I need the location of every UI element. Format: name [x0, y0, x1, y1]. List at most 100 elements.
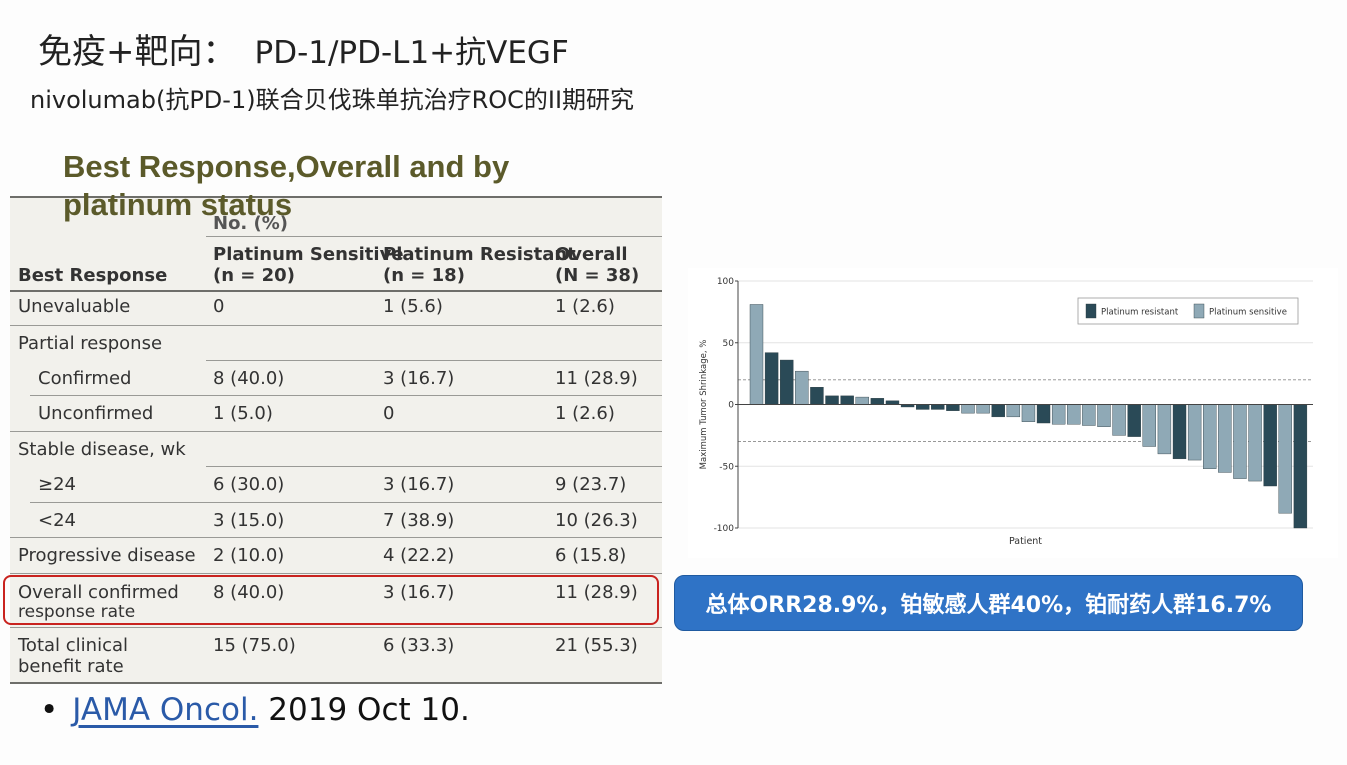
row-label: Total clinical	[18, 635, 128, 656]
cell-resistant: 3 (16.7)	[383, 368, 454, 389]
slide-title-en: PD-1/PD-L1+抗VEGF	[255, 35, 569, 71]
y-tick-label: -50	[719, 462, 734, 472]
col-header-overall: Overall	[555, 244, 628, 265]
row-rule	[10, 537, 662, 538]
bar	[1007, 405, 1020, 417]
y-tick-label: 0	[728, 401, 734, 411]
bar	[856, 397, 869, 404]
bar	[992, 405, 1005, 417]
legend-label-resistant: Platinum resistant	[1101, 308, 1179, 318]
col-header-resistant-n: (n = 18)	[383, 265, 465, 286]
row-rule	[206, 360, 662, 361]
citation: • JAMA Oncol. 2019 Oct 10.	[40, 692, 470, 728]
row-rule	[206, 466, 662, 467]
cell-resistant: 6 (33.3)	[383, 635, 454, 656]
y-tick-label: 100	[717, 277, 734, 287]
bar	[962, 405, 975, 414]
slide-title-cn: 免疫+靶向：	[38, 32, 237, 72]
cell-overall: 11 (28.9)	[555, 368, 638, 389]
bar	[810, 387, 823, 404]
y-axis-label: Maximum Tumor Shrinkage, %	[699, 340, 709, 470]
bar	[841, 396, 854, 405]
bullet: •	[40, 692, 58, 728]
col-header-sensitive-n: (n = 20)	[213, 265, 295, 286]
citation-date: 2019 Oct 10.	[258, 692, 469, 728]
bar	[1188, 405, 1201, 461]
bar	[1279, 405, 1292, 514]
cell-overall: 9 (23.7)	[555, 474, 626, 495]
table-heading: Best Response,Overall and by platinum st…	[63, 148, 623, 224]
bar	[1203, 405, 1216, 469]
highlight-overall-response-box	[3, 575, 659, 625]
slide-title: 免疫+靶向： PD-1/PD-L1+抗VEGF	[38, 24, 569, 73]
col-header-best-response: Best Response	[18, 265, 167, 286]
cell-sensitive: 6 (30.0)	[213, 474, 284, 495]
bar	[1128, 405, 1141, 437]
waterfall-chart: 100 50 0 -50 -100 Patient Maximum Tumor Shrink…	[688, 268, 1338, 558]
bar	[1173, 405, 1186, 459]
orr-summary-box: 总体ORR28.9%，铂敏感人群40%，铂耐药人群16.7%	[674, 575, 1303, 631]
bar	[1294, 405, 1307, 529]
row-label: Stable disease, wk	[18, 439, 186, 460]
header-bottom-rule	[10, 290, 662, 292]
bar	[871, 398, 884, 404]
bar	[780, 360, 793, 404]
row-label: Unevaluable	[18, 296, 130, 317]
bar	[826, 396, 839, 405]
bar	[1097, 405, 1110, 427]
y-tick-label: 50	[723, 339, 735, 349]
journal-link[interactable]: JAMA Oncol.	[72, 692, 258, 728]
bar	[765, 353, 778, 405]
bar	[1249, 405, 1262, 482]
cell-overall: 1 (2.6)	[555, 296, 615, 317]
cell-sensitive: 15 (75.0)	[213, 635, 296, 656]
bar	[946, 405, 959, 411]
bar	[977, 405, 990, 414]
cell-overall: 6 (15.8)	[555, 545, 626, 566]
row-rule	[30, 502, 662, 503]
row-rule	[30, 395, 662, 396]
bar	[1264, 405, 1277, 487]
bar	[1233, 405, 1246, 479]
header-subrule	[206, 236, 662, 237]
row-rule	[10, 627, 662, 628]
bar	[1022, 405, 1035, 422]
bar	[916, 405, 929, 410]
bar	[1113, 405, 1126, 436]
row-label: Unconfirmed	[38, 403, 153, 424]
cell-overall: 1 (2.6)	[555, 403, 615, 424]
bar	[931, 405, 944, 410]
cell-resistant: 7 (38.9)	[383, 510, 454, 531]
cell-overall: 21 (55.3)	[555, 635, 638, 656]
cell-resistant: 4 (22.2)	[383, 545, 454, 566]
row-label: ≥24	[38, 474, 76, 495]
bar	[795, 371, 808, 404]
cell-sensitive: 3 (15.0)	[213, 510, 284, 531]
cell-overall: 10 (26.3)	[555, 510, 638, 531]
cell-sensitive: 2 (10.0)	[213, 545, 284, 566]
cell-sensitive: 0	[213, 296, 224, 317]
legend-layer: Platinum resistant Platinum sensitive	[1078, 298, 1298, 324]
bars-layer	[750, 304, 1307, 528]
slide-subtitle: nivolumab(抗PD-1)联合贝伐珠单抗治疗ROC的II期研究	[30, 80, 634, 115]
row-rule	[10, 325, 662, 326]
legend-swatch-resistant	[1086, 304, 1096, 318]
row-rule	[10, 573, 662, 574]
bar	[750, 304, 763, 404]
y-tick-label: -100	[714, 524, 735, 534]
col-header-sensitive: Platinum Sensitive	[213, 244, 404, 265]
row-rule	[10, 431, 662, 432]
bar	[886, 401, 899, 405]
bar	[1067, 405, 1080, 425]
row-label: Partial response	[18, 333, 162, 354]
row-label: Progressive disease	[18, 545, 196, 566]
cell-sensitive: 8 (40.0)	[213, 368, 284, 389]
row-label: Confirmed	[38, 368, 131, 389]
legend-label-sensitive: Platinum sensitive	[1209, 308, 1287, 318]
bar	[1218, 405, 1231, 473]
bar	[1158, 405, 1171, 454]
x-axis-label: Patient	[1009, 536, 1042, 547]
col-header-overall-n: (N = 38)	[555, 265, 639, 286]
legend-swatch-sensitive	[1194, 304, 1204, 318]
waterfall-chart-svg: 100 50 0 -50 -100 Patient Maximum Tumor Shrink…	[688, 268, 1338, 558]
